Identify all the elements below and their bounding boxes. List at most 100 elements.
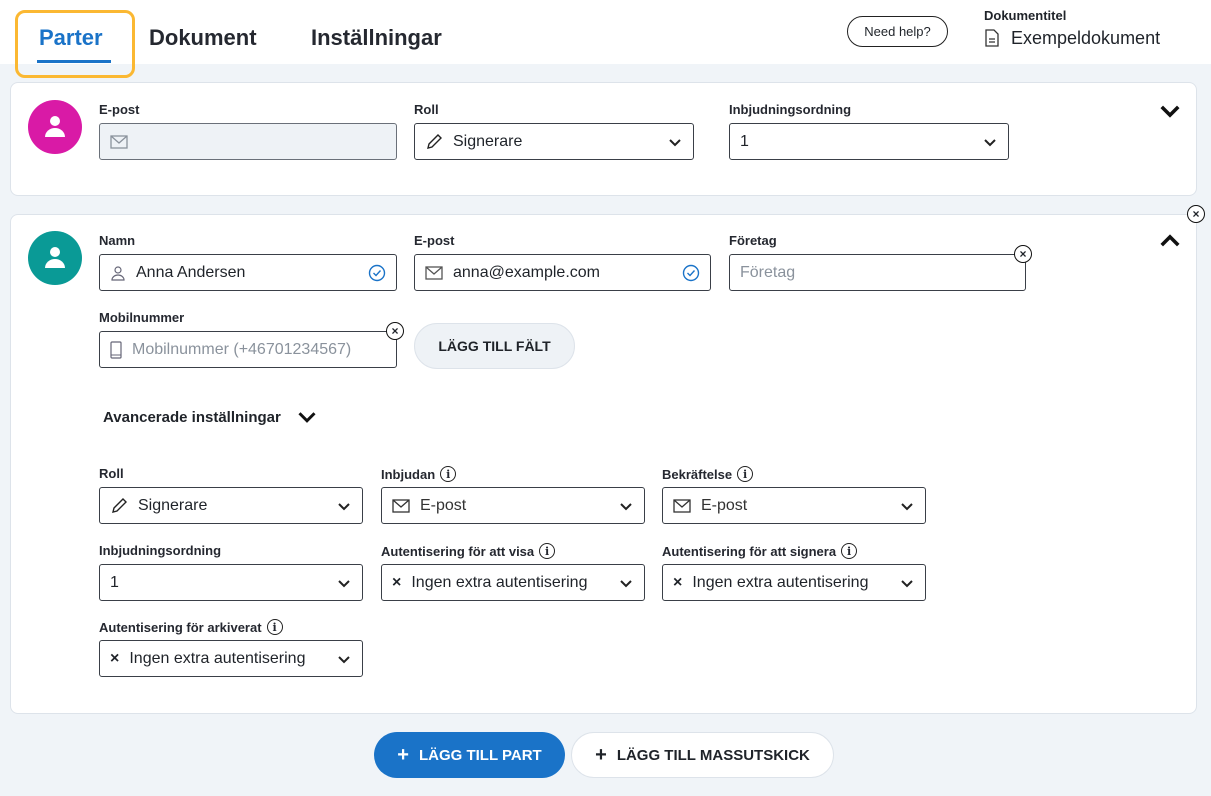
need-help-button[interactable]: Need help? <box>847 16 948 47</box>
adv-order-value: 1 <box>110 573 119 591</box>
auth-archive-select[interactable]: × Ingen extra autentisering <box>99 640 363 677</box>
adv-role-select[interactable]: Signerare <box>99 487 363 524</box>
add-bulk-label: LÄGG TILL MASSUTSKICK <box>616 746 810 764</box>
advanced-settings-label: Avancerade inställningar <box>103 408 281 426</box>
name-label: Namn <box>99 233 136 248</box>
chevron-down-icon <box>298 412 316 423</box>
chevron-down-icon <box>667 134 683 150</box>
mobile-label: Mobilnummer <box>99 310 185 325</box>
invite-label: Inbjudan i <box>381 466 457 482</box>
info-icon[interactable]: i <box>841 543 858 559</box>
mail-icon <box>392 499 410 513</box>
chevron-down-icon <box>618 498 634 514</box>
confirm-value: E-post <box>701 496 748 514</box>
email-field[interactable] <box>99 123 397 160</box>
order-value: 1 <box>740 132 749 150</box>
mail-icon <box>425 266 443 280</box>
auth-sign-value: Ingen extra autentisering <box>692 573 869 591</box>
advanced-settings-toggle[interactable]: Avancerade inställningar <box>103 407 317 427</box>
focus-outline <box>15 10 135 78</box>
auth-view-label-text: Autentisering för att visa <box>381 543 535 559</box>
company-placeholder: Företag <box>740 263 796 281</box>
add-field-button[interactable]: LÄGG TILL FÄLT <box>414 323 575 369</box>
verified-check-icon <box>682 264 700 282</box>
role-select[interactable]: Signerare <box>414 123 694 160</box>
phone-icon <box>110 340 122 359</box>
auth-archive-label: Autentisering för arkiverat i <box>99 619 283 635</box>
pen-icon <box>425 133 443 151</box>
chevron-down-icon <box>899 575 915 591</box>
name-value: Anna Andersen <box>136 263 246 281</box>
verified-check-icon <box>368 264 386 282</box>
invite-select[interactable]: E-post <box>381 487 645 524</box>
auth-sign-label-text: Autentisering för att signera <box>662 543 837 559</box>
company-field[interactable]: Företag <box>729 254 1026 291</box>
role-value: Signerare <box>453 132 523 150</box>
avatar <box>28 231 82 285</box>
mobile-placeholder: Mobilnummer (+46701234567) <box>132 340 352 358</box>
document-title-label: Dokumentitel <box>984 8 1067 23</box>
pen-icon <box>110 497 128 515</box>
person-icon <box>41 244 69 272</box>
document-title[interactable]: Exempeldokument <box>1011 28 1161 48</box>
chevron-down-icon <box>618 575 634 591</box>
tab-dokument[interactable]: Dokument <box>149 25 257 50</box>
add-party-button[interactable]: + LÄGG TILL PART <box>374 732 565 778</box>
auth-view-label: Autentisering för att visa i <box>381 543 556 559</box>
party-card-expanded <box>10 214 1197 714</box>
add-bulk-send-button[interactable]: + LÄGG TILL MASSUTSKICK <box>571 732 834 778</box>
info-icon[interactable]: i <box>266 619 283 635</box>
chevron-down-icon <box>982 134 998 150</box>
auth-archive-label-text: Autentisering för arkiverat <box>99 619 262 635</box>
mobile-field[interactable]: Mobilnummer (+46701234567) <box>99 331 397 368</box>
info-icon[interactable]: i <box>440 466 457 482</box>
avatar <box>28 100 82 154</box>
order-select[interactable]: 1 <box>729 123 1009 160</box>
expand-chevron-icon[interactable] <box>1159 100 1181 122</box>
chevron-down-icon <box>336 651 352 667</box>
tab-parter[interactable]: Parter <box>39 25 103 50</box>
auth-view-value: Ingen extra autentisering <box>411 573 588 591</box>
auth-archive-value: Ingen extra autentisering <box>129 649 306 667</box>
adv-role-value: Signerare <box>138 496 208 514</box>
auth-sign-label: Autentisering för att signera i <box>662 543 858 559</box>
document-icon <box>985 29 999 47</box>
email-label: E-post <box>414 233 455 248</box>
email-field[interactable]: anna@example.com <box>414 254 711 291</box>
adv-order-label: Inbjudningsordning <box>99 543 222 558</box>
top-bar <box>0 0 1211 64</box>
collapse-chevron-icon[interactable] <box>1159 230 1181 252</box>
confirm-select[interactable]: E-post <box>662 487 926 524</box>
invite-label-text: Inbjudan <box>381 466 436 482</box>
role-label: Roll <box>414 102 439 117</box>
x-icon: × <box>673 573 683 591</box>
auth-sign-select[interactable]: × Ingen extra autentisering <box>662 564 926 601</box>
email-value: anna@example.com <box>453 263 600 281</box>
invite-value: E-post <box>420 496 467 514</box>
mail-icon <box>110 135 128 149</box>
person-icon <box>41 113 69 141</box>
remove-party-icon[interactable]: × <box>1187 205 1205 223</box>
remove-company-field-icon[interactable]: × <box>1014 245 1032 263</box>
adv-role-label: Roll <box>99 466 124 481</box>
confirm-label-text: Bekräftelse <box>662 466 733 482</box>
chevron-down-icon <box>336 575 352 591</box>
x-icon: × <box>392 573 402 591</box>
name-field[interactable]: Anna Andersen <box>99 254 397 291</box>
chevron-down-icon <box>336 498 352 514</box>
order-label: Inbjudningsordning <box>729 102 852 117</box>
plus-icon: + <box>595 743 607 766</box>
company-label: Företag <box>729 233 777 248</box>
info-icon[interactable]: i <box>539 543 556 559</box>
remove-mobile-field-icon[interactable]: × <box>386 322 404 340</box>
plus-icon: + <box>397 743 409 766</box>
add-party-label: LÄGG TILL PART <box>418 746 542 764</box>
auth-view-select[interactable]: × Ingen extra autentisering <box>381 564 645 601</box>
confirm-label: Bekräftelse i <box>662 466 754 482</box>
adv-order-select[interactable]: 1 <box>99 564 363 601</box>
info-icon[interactable]: i <box>737 466 754 482</box>
active-tab-indicator <box>37 60 111 63</box>
user-icon <box>111 265 125 281</box>
tab-installningar[interactable]: Inställningar <box>311 25 442 50</box>
email-label: E-post <box>99 102 140 117</box>
